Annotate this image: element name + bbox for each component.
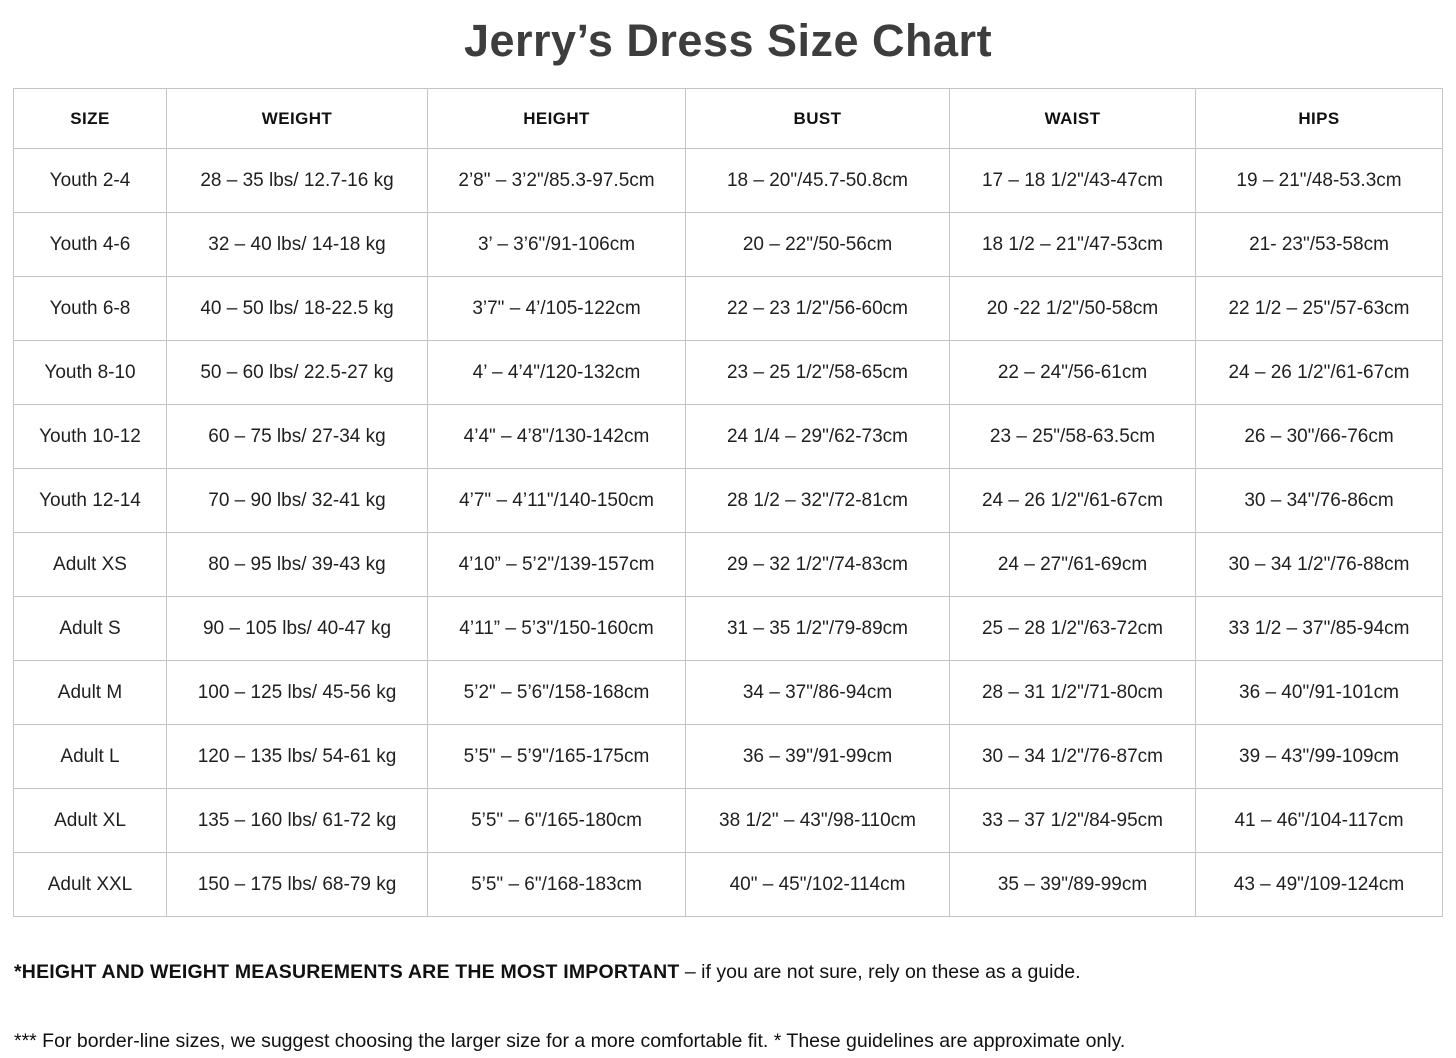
table-row-youth-8-10: Youth 8-10 50 – 60 lbs/ 22.5-27 kg 4’ – 4’…: [13, 340, 1443, 405]
table-cell: 18 – 20"/45.7-50.8cm: [685, 148, 950, 213]
table-cell: 40" – 45"/102-114cm: [685, 852, 950, 917]
size-label: Youth 2-4: [13, 148, 167, 213]
table-cell: 18 1/2 – 21"/47-53cm: [949, 212, 1196, 277]
table-cell: 90 – 105 lbs/ 40-47 kg: [166, 596, 428, 661]
table-cell: 4’11” – 5’3"/150-160cm: [427, 596, 686, 661]
table-cell: 33 1/2 – 37"/85-94cm: [1195, 596, 1443, 661]
table-cell: 22 – 23 1/2"/56-60cm: [685, 276, 950, 341]
table-row-youth-4-6: Youth 4-6 32 – 40 lbs/ 14-18 kg 3’ – 3’6"/…: [13, 212, 1443, 277]
table-cell: 32 – 40 lbs/ 14-18 kg: [166, 212, 428, 277]
table-cell: 36 – 40"/91-101cm: [1195, 660, 1443, 725]
table-row-adult-xs: Adult XS 80 – 95 lbs/ 39-43 kg 4’10” – 5’2…: [13, 532, 1443, 597]
size-label: Adult L: [13, 724, 167, 789]
column-header-hips: HIPS: [1195, 88, 1443, 149]
size-chart-table: SIZE WEIGHT HEIGHT BUST WAIST HIPS Youth 2-4 2…: [13, 88, 1443, 917]
table-cell: 22 – 24"/56-61cm: [949, 340, 1196, 405]
table-cell: 20 – 22"/50-56cm: [685, 212, 950, 277]
table-cell: 30 – 34"/76-86cm: [1195, 468, 1443, 533]
table-cell: 29 – 32 1/2"/74-83cm: [685, 532, 950, 597]
table-cell: 3’ – 3’6"/91-106cm: [427, 212, 686, 277]
table-cell: 30 – 34 1/2"/76-87cm: [949, 724, 1196, 789]
table-cell: 35 – 39"/89-99cm: [949, 852, 1196, 917]
table-cell: 4’4" – 4’8"/130-142cm: [427, 404, 686, 469]
table-cell: 24 – 27"/61-69cm: [949, 532, 1196, 597]
table-cell: 4’ – 4’4"/120-132cm: [427, 340, 686, 405]
table-cell: 5’5" – 6"/165-180cm: [427, 788, 686, 853]
page-title: Jerry’s Dress Size Chart: [463, 15, 993, 66]
table-cell: 25 – 28 1/2"/63-72cm: [949, 596, 1196, 661]
column-header-bust: BUST: [685, 88, 950, 149]
table-cell: 28 – 35 lbs/ 12.7-16 kg: [166, 148, 428, 213]
table-cell: 34 – 37"/86-94cm: [685, 660, 950, 725]
table-row-youth-10-12: Youth 10-12 60 – 75 lbs/ 27-34 kg 4’4" – 4…: [13, 404, 1443, 469]
column-header-height: HEIGHT: [427, 88, 686, 149]
table-cell: 5’5" – 5’9"/165-175cm: [427, 724, 686, 789]
table-cell: 70 – 90 lbs/ 32-41 kg: [166, 468, 428, 533]
table-cell: 19 – 21"/48-53.3cm: [1195, 148, 1443, 213]
size-label: Adult M: [13, 660, 167, 725]
table-cell: 33 – 37 1/2"/84-95cm: [949, 788, 1196, 853]
table-cell: 21- 23"/53-58cm: [1195, 212, 1443, 277]
table-cell: 40 – 50 lbs/ 18-22.5 kg: [166, 276, 428, 341]
table-cell: 31 – 35 1/2"/79-89cm: [685, 596, 950, 661]
header-row: SIZE WEIGHT HEIGHT BUST WAIST HIPS: [13, 88, 1443, 149]
table-cell: 135 – 160 lbs/ 61-72 kg: [166, 788, 428, 853]
table-cell: 4’7" – 4’11"/140-150cm: [427, 468, 686, 533]
table-cell: 120 – 135 lbs/ 54-61 kg: [166, 724, 428, 789]
table-cell: 23 – 25 1/2"/58-65cm: [685, 340, 950, 405]
size-label: Youth 10-12: [13, 404, 167, 469]
table-row-adult-l: Adult L 120 – 135 lbs/ 54-61 kg 5’5" – 5’9…: [13, 724, 1443, 789]
size-label: Youth 6-8: [13, 276, 167, 341]
table-row-adult-m: Adult M 100 – 125 lbs/ 45-56 kg 5’2" – 5’6…: [13, 660, 1443, 725]
table-cell: 20 -22 1/2"/50-58cm: [949, 276, 1196, 341]
table-cell: 80 – 95 lbs/ 39-43 kg: [166, 532, 428, 597]
table-cell: 5’5" – 6"/168-183cm: [427, 852, 686, 917]
footnote-measurements: *HEIGHT AND WEIGHT MEASUREMENTS ARE THE …: [0, 961, 1456, 984]
table-cell: 30 – 34 1/2"/76-88cm: [1195, 532, 1443, 597]
table-cell: 17 – 18 1/2"/43-47cm: [949, 148, 1196, 213]
footnote-borderline: *** For border-line sizes, we suggest ch…: [14, 1030, 1126, 1052]
table-cell: 39 – 43"/99-109cm: [1195, 724, 1443, 789]
table-cell: 26 – 30"/66-76cm: [1195, 404, 1443, 469]
table-cell: 3’7" – 4’/105-122cm: [427, 276, 686, 341]
table-cell: 60 – 75 lbs/ 27-34 kg: [166, 404, 428, 469]
table-cell: 24 – 26 1/2"/61-67cm: [1195, 340, 1443, 405]
table-cell: 4’10” – 5’2"/139-157cm: [427, 532, 686, 597]
table-cell: 100 – 125 lbs/ 45-56 kg: [166, 660, 428, 725]
table-row-adult-xl: Adult XL 135 – 160 lbs/ 61-72 kg 5’5" – 6"…: [13, 788, 1443, 853]
table-row-youth-2-4: Youth 2-4 28 – 35 lbs/ 12.7-16 kg 2’8" – 3…: [13, 148, 1443, 213]
table-cell: 22 1/2 – 25"/57-63cm: [1195, 276, 1443, 341]
table-cell: 24 – 26 1/2"/61-67cm: [949, 468, 1196, 533]
footnote-measurements-rest: – if you are not sure, rely on these as …: [679, 961, 1081, 983]
table-cell: 41 – 46"/104-117cm: [1195, 788, 1443, 853]
table-cell: 23 – 25"/58-63.5cm: [949, 404, 1196, 469]
footnote-measurements-bold: *HEIGHT AND WEIGHT MEASUREMENTS ARE THE …: [14, 961, 680, 983]
table-cell: 36 – 39"/91-99cm: [685, 724, 950, 789]
size-label: Youth 12-14: [13, 468, 167, 533]
table-cell: 50 – 60 lbs/ 22.5-27 kg: [166, 340, 428, 405]
column-header-weight: WEIGHT: [166, 88, 428, 149]
table-cell: 28 1/2 – 32"/72-81cm: [685, 468, 950, 533]
table-cell: 28 – 31 1/2"/71-80cm: [949, 660, 1196, 725]
size-label: Adult XL: [13, 788, 167, 853]
table-cell: 38 1/2" – 43"/98-110cm: [685, 788, 950, 853]
table-cell: 2’8" – 3’2"/85.3-97.5cm: [427, 148, 686, 213]
size-label: Adult XS: [13, 532, 167, 597]
size-label: Adult XXL: [13, 852, 167, 917]
size-label: Adult S: [13, 596, 167, 661]
table-cell: 24 1/4 – 29"/62-73cm: [685, 404, 950, 469]
table-cell: 43 – 49"/109-124cm: [1195, 852, 1443, 917]
column-header-size: SIZE: [13, 88, 167, 149]
table-cell: 5’2" – 5’6"/158-168cm: [427, 660, 686, 725]
table-row-adult-s: Adult S 90 – 105 lbs/ 40-47 kg 4’11” – 5’3…: [13, 596, 1443, 661]
size-label: Youth 4-6: [13, 212, 167, 277]
table-cell: 150 – 175 lbs/ 68-79 kg: [166, 852, 428, 917]
table-row-youth-12-14: Youth 12-14 70 – 90 lbs/ 32-41 kg 4’7" – 4…: [13, 468, 1443, 533]
table-row-youth-6-8: Youth 6-8 40 – 50 lbs/ 18-22.5 kg 3’7" – 4…: [13, 276, 1443, 341]
table-row-adult-xxl: Adult XXL 150 – 175 lbs/ 68-79 kg 5’5" – 6…: [13, 852, 1443, 917]
column-header-waist: WAIST: [949, 88, 1196, 149]
size-label: Youth 8-10: [13, 340, 167, 405]
